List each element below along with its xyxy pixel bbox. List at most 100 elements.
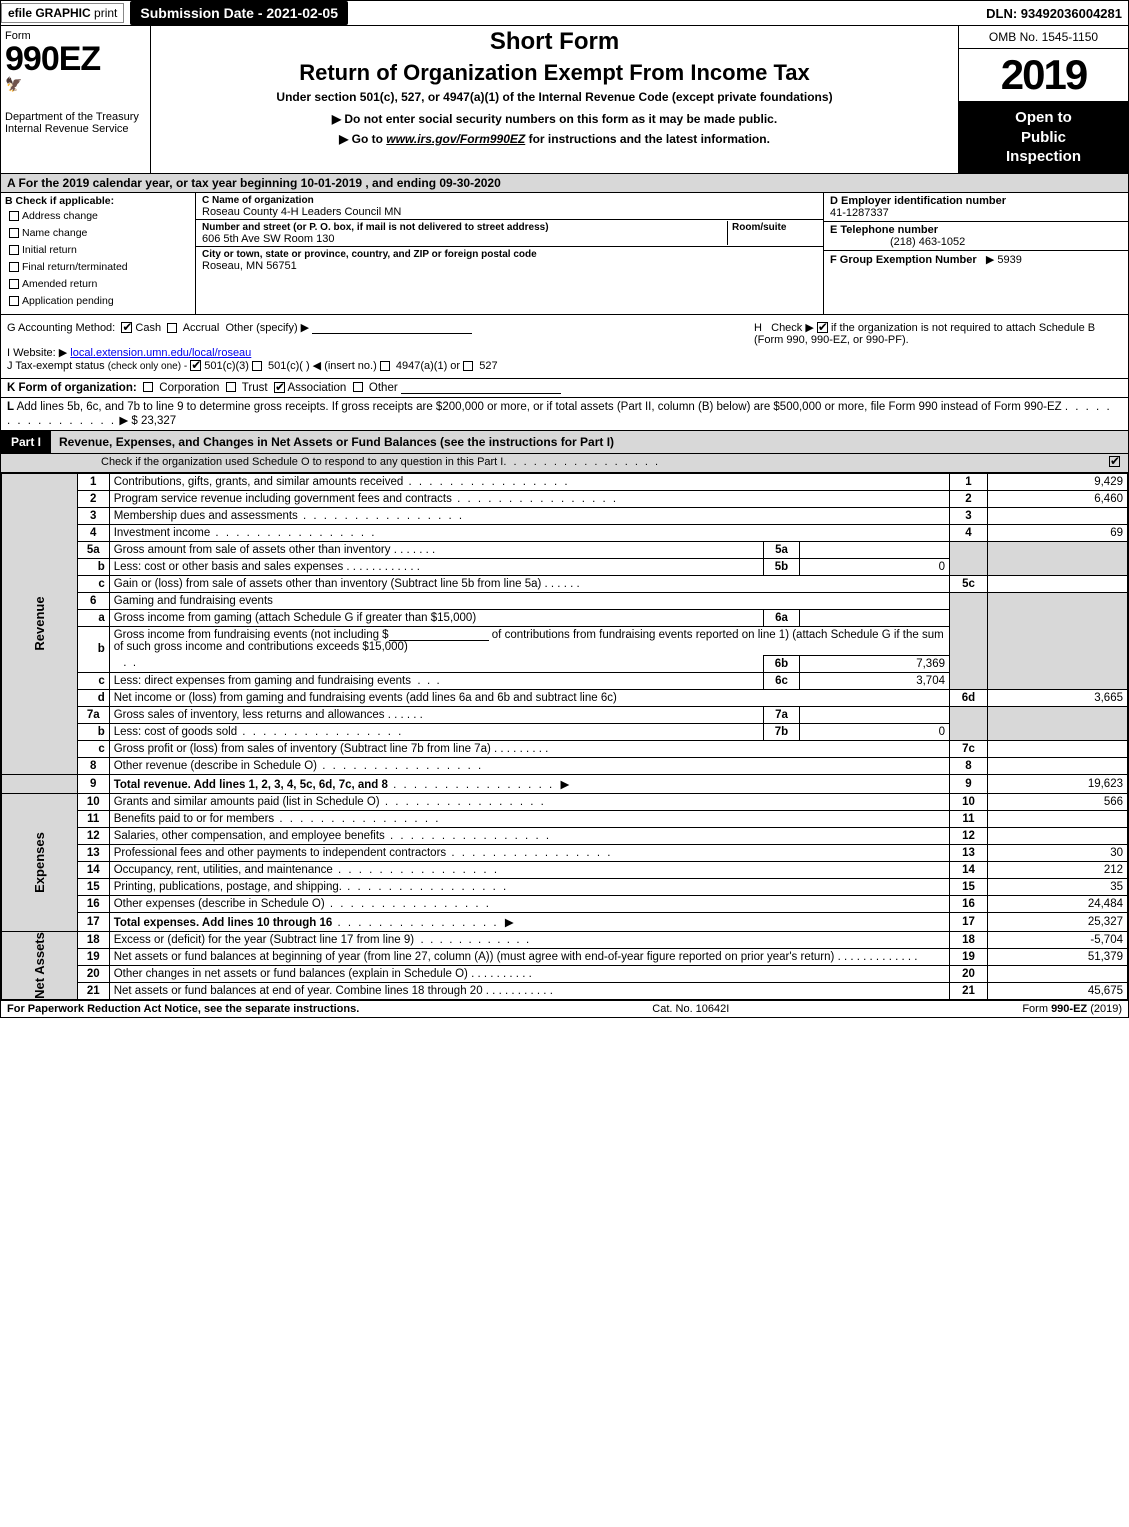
efile-graphic-print-button[interactable]: efile GRAPHIC print [1,3,124,23]
table-row: Revenue 1 Contributions, gifts, grants, … [2,473,1128,490]
table-row: 21 Net assets or fund balances at end of… [2,982,1128,999]
l-label: L [7,401,14,413]
section-l: L Add lines 5b, 6c, and 7b to line 9 to … [1,398,1128,431]
527-checkbox-icon[interactable] [463,361,473,371]
footer-center: Cat. No. 10642I [652,1003,729,1015]
schedule-o-checkbox-icon[interactable] [1109,456,1120,467]
group-value: 5939 [997,254,1021,266]
j-label: J Tax-exempt status [7,360,105,372]
footer-right: Form 990-EZ (2019) [1022,1003,1122,1015]
check-amended-return[interactable]: Amended return [9,278,191,290]
4947-checkbox-icon[interactable] [380,361,390,371]
phone-row: E Telephone number (218) 463-1052 [824,222,1128,251]
city-value: Roseau, MN 56751 [202,260,297,272]
corp-checkbox-icon[interactable] [143,382,153,392]
tax-year: 2019 [959,49,1128,102]
dln-text: DLN: 93492036004281 [986,6,1128,21]
goto-prefix: ▶ Go to [339,132,386,146]
phone-value: (218) 463-1052 [830,236,965,248]
irs-link[interactable]: www.irs.gov/Form990EZ [386,132,525,146]
submission-date-button[interactable]: Submission Date - 2021-02-05 [130,1,348,25]
shaded-cell [950,706,988,740]
section-h: H Check ▶ if the organization is not req… [748,315,1128,378]
section-gh: G Accounting Method: Cash Accrual Other … [1,315,1128,379]
501c3-checkbox-icon[interactable] [190,360,201,371]
k-assoc: Association [288,382,347,394]
j-527: 527 [479,360,497,372]
revenue-side-label: Revenue [2,473,78,774]
table-row: 19 Net assets or fund balances at beginn… [2,948,1128,965]
check-name-change[interactable]: Name change [9,227,191,239]
city-row: City or town, state or province, country… [196,247,823,273]
line-desc: Contributions, gifts, grants, and simila… [109,473,949,490]
table-row: 3 Membership dues and assessments 3 [2,507,1128,524]
k-other: Other [369,382,398,394]
trust-checkbox-icon[interactable] [226,382,236,392]
section-b-head: B Check if applicable: [5,195,191,207]
checkbox-icon [9,245,19,255]
street-row: Number and street (or P. O. box, if mail… [196,220,823,247]
irs-seal-icon: 🦅 [5,76,146,93]
page-footer: For Paperwork Reduction Act Notice, see … [1,1000,1128,1017]
table-row: Expenses 10 Grants and similar amounts p… [2,793,1128,810]
goto-instructions: ▶ Go to www.irs.gov/Form990EZ for instru… [159,132,950,146]
table-row: 13 Professional fees and other payments … [2,844,1128,861]
g-cash: Cash [135,322,161,334]
line-rnum: 1 [950,473,988,490]
ssn-warning: ▶ Do not enter social security numbers o… [159,112,950,126]
omb-number: OMB No. 1545-1150 [959,26,1128,49]
g-other: Other (specify) ▶ [226,322,310,334]
efile-label: efile GRAPHIC [8,6,91,20]
table-row: 15 Printing, publications, postage, and … [2,878,1128,895]
header-center: Short Form Return of Organization Exempt… [151,26,958,173]
other-checkbox-icon[interactable] [353,382,363,392]
group-label: F Group Exemption Number [830,254,977,266]
ein-value: 41-1287337 [830,207,889,219]
table-row: 20 Other changes in net assets or fund b… [2,965,1128,982]
ein-row: D Employer identification number 41-1287… [824,193,1128,222]
part1-table: Revenue 1 Contributions, gifts, grants, … [1,473,1128,1000]
footer-form-prefix: Form [1022,1003,1051,1015]
accrual-checkbox-icon[interactable] [167,323,177,333]
501c-checkbox-icon[interactable] [252,361,262,371]
h-text2: if the organization is not required to a… [831,322,1095,334]
expenses-side-label: Expenses [2,793,78,931]
table-row: 17 Total expenses. Add lines 10 through … [2,912,1128,931]
org-name-row: C Name of organization Roseau County 4-H… [196,193,823,220]
room-label: Room/suite [732,222,786,233]
part1-header: Part I Revenue, Expenses, and Changes in… [1,431,1128,454]
phone-label: E Telephone number [830,224,938,236]
group-row: F Group Exemption Number ▶ 5939 [824,251,1128,268]
goto-suffix: for instructions and the latest informat… [529,132,770,146]
schedule-b-checkbox-icon[interactable] [817,322,828,333]
assoc-checkbox-icon[interactable] [274,382,285,393]
section-k: K Form of organization: Corporation Trus… [1,379,1128,398]
check-application-pending[interactable]: Application pending [9,295,191,307]
k-label: K Form of organization: [7,382,137,394]
footer-left: For Paperwork Reduction Act Notice, see … [7,1003,359,1015]
k-other-blank [401,382,561,394]
i-label: I Website: ▶ [7,347,67,359]
check-address-change[interactable]: Address change [9,210,191,222]
website-link[interactable]: local.extension.umn.edu/local/roseau [70,347,251,359]
check-final-return[interactable]: Final return/terminated [9,261,191,273]
table-row: 4 Investment income 4 69 [2,524,1128,541]
footer-form-suffix: (2019) [1090,1003,1122,1015]
form-page: efile GRAPHIC print Submission Date - 20… [0,0,1129,1018]
ein-label: D Employer identification number [830,195,1006,207]
section-a-tax-year: A For the 2019 calendar year, or tax yea… [1,174,1128,193]
table-row: d Net income or (loss) from gaming and f… [2,689,1128,706]
table-row: 11 Benefits paid to or for members 11 [2,810,1128,827]
section-g: G Accounting Method: Cash Accrual Other … [1,315,748,378]
cash-checkbox-icon[interactable] [121,322,132,333]
check-initial-return[interactable]: Initial return [9,244,191,256]
arrow-icon: ▶ [986,253,994,266]
h-text3: (Form 990, 990-EZ, or 990-PF). [754,334,909,346]
k-trust: Trust [242,382,268,394]
g-label: G Accounting Method: [7,322,115,334]
short-form-title: Short Form [159,28,950,56]
h-text1: Check ▶ [771,322,814,334]
part1-tab: Part I [1,431,51,453]
form-number: 990EZ [5,42,146,76]
under-section-text: Under section 501(c), 527, or 4947(a)(1)… [159,90,950,104]
